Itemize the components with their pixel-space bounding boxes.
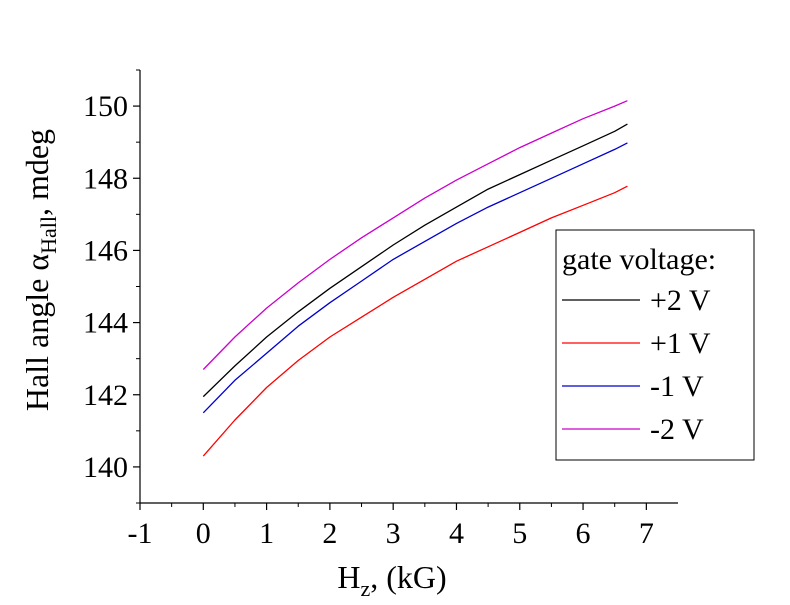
x-tick-label: 3 [386,517,401,550]
legend-label: -2 V [650,413,704,446]
series-line [202,185,628,457]
legend-title: gate voltage: [562,243,716,276]
legend-label: +2 V [650,284,711,317]
x-axis-label-subscript: z [360,576,370,601]
y-tick-label: 142 [83,379,128,412]
y-axis-label-subscript: Hall [36,216,61,254]
y-axis-label-prefix: Hall angle [19,271,55,411]
x-tick-label: 0 [196,517,211,550]
legend-label: -1 V [650,370,704,403]
x-tick-label: -1 [128,517,153,550]
y-tick-label: 150 [83,90,128,123]
x-tick-label: 2 [322,517,337,550]
x-tick-label: 1 [259,517,274,550]
y-tick-label: 146 [83,234,128,267]
x-tick-label: 6 [576,517,591,550]
y-tick-label: 148 [83,162,128,195]
legend-label: +1 V [650,327,711,360]
series-layer [202,100,628,457]
series-line [202,100,628,370]
legend-box [555,229,755,461]
x-axis-label-main: H [337,559,360,595]
axes: -1 0 1 2 3 4 5 6 7 140 142 144 146 148 150 [83,69,678,550]
legend: gate voltage: +2 V +1 V -1 V -2 V [555,229,755,461]
series-line [202,142,628,414]
x-tick-label: 5 [512,517,527,550]
y-axis-label-suffix: , mdeg [19,129,55,216]
x-axis-label: Hz, (kG) [337,559,446,601]
x-tick-label: 4 [449,517,464,550]
series-line [202,123,628,398]
x-tick-label: 7 [639,517,654,550]
y-tick-label: 140 [83,451,128,484]
y-axis-label: Hall angle αHall, mdeg [19,129,61,411]
y-tick-label: 144 [83,307,128,340]
x-axis-label-rest: , (kG) [370,559,446,595]
y-axis-label-symbol: α [19,254,55,271]
